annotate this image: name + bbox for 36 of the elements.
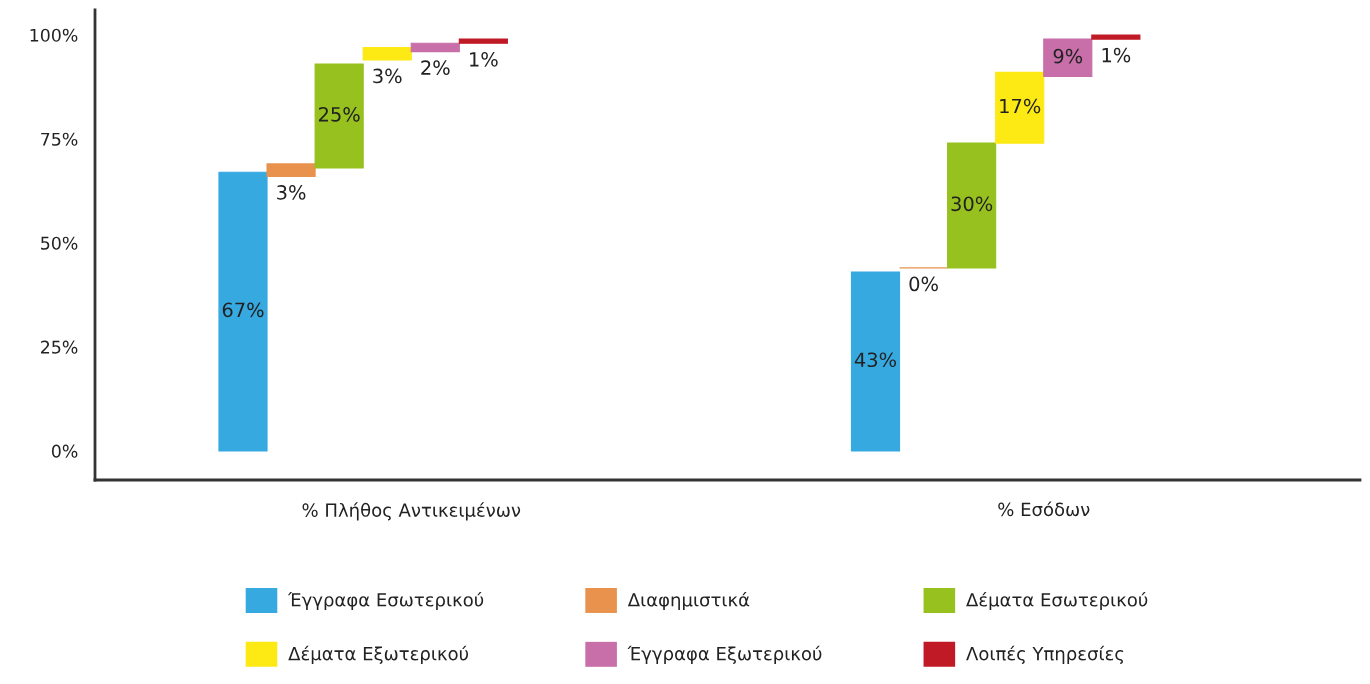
bar [362, 46, 412, 61]
legend-label: Δέματα Εσωτερικού [966, 591, 1148, 611]
legend-label: Έγγραφα Εσωτερικού [287, 591, 484, 611]
legend-label: Λοιπές Υπηρεσίες [966, 645, 1124, 664]
data-label: 2% [421, 60, 450, 75]
bar [410, 42, 460, 53]
bar [947, 142, 997, 269]
data-label: 43% [854, 352, 897, 368]
data-label: 17% [1000, 98, 1041, 114]
x-tick-label: % Πλήθος Αντικειμένων [302, 502, 521, 521]
y-tick-label: 75% [41, 132, 78, 146]
bar [995, 71, 1045, 144]
y-tick-label: 25% [41, 340, 78, 354]
data-label: 0% [909, 276, 938, 292]
bar [266, 163, 316, 177]
bar [850, 271, 901, 452]
bar [314, 63, 364, 169]
y-tick-label: 0% [51, 444, 78, 458]
y-tick-label: 50% [41, 236, 78, 250]
data-label: 3% [373, 68, 402, 84]
data-label: 1% [470, 51, 498, 67]
legend-label: Διαφημιστικά [627, 591, 750, 611]
data-label: 30% [951, 196, 993, 212]
data-label: 25% [318, 107, 360, 122]
bar [1091, 34, 1141, 40]
data-label: 3% [277, 185, 306, 200]
x-tick-label: % Εσόδων [998, 501, 1090, 517]
data-label: 67% [222, 302, 264, 318]
bar [1043, 38, 1093, 78]
bar [218, 171, 268, 452]
data-label: 1% [1102, 47, 1131, 63]
legend-label: Έγγραφα Εξωτερικού [627, 645, 822, 664]
legend-label: Δέματα Εξωτερικού [288, 645, 469, 664]
bar [458, 38, 508, 44]
y-tick-label: 100% [30, 28, 78, 42]
data-label: 9% [1053, 48, 1083, 64]
